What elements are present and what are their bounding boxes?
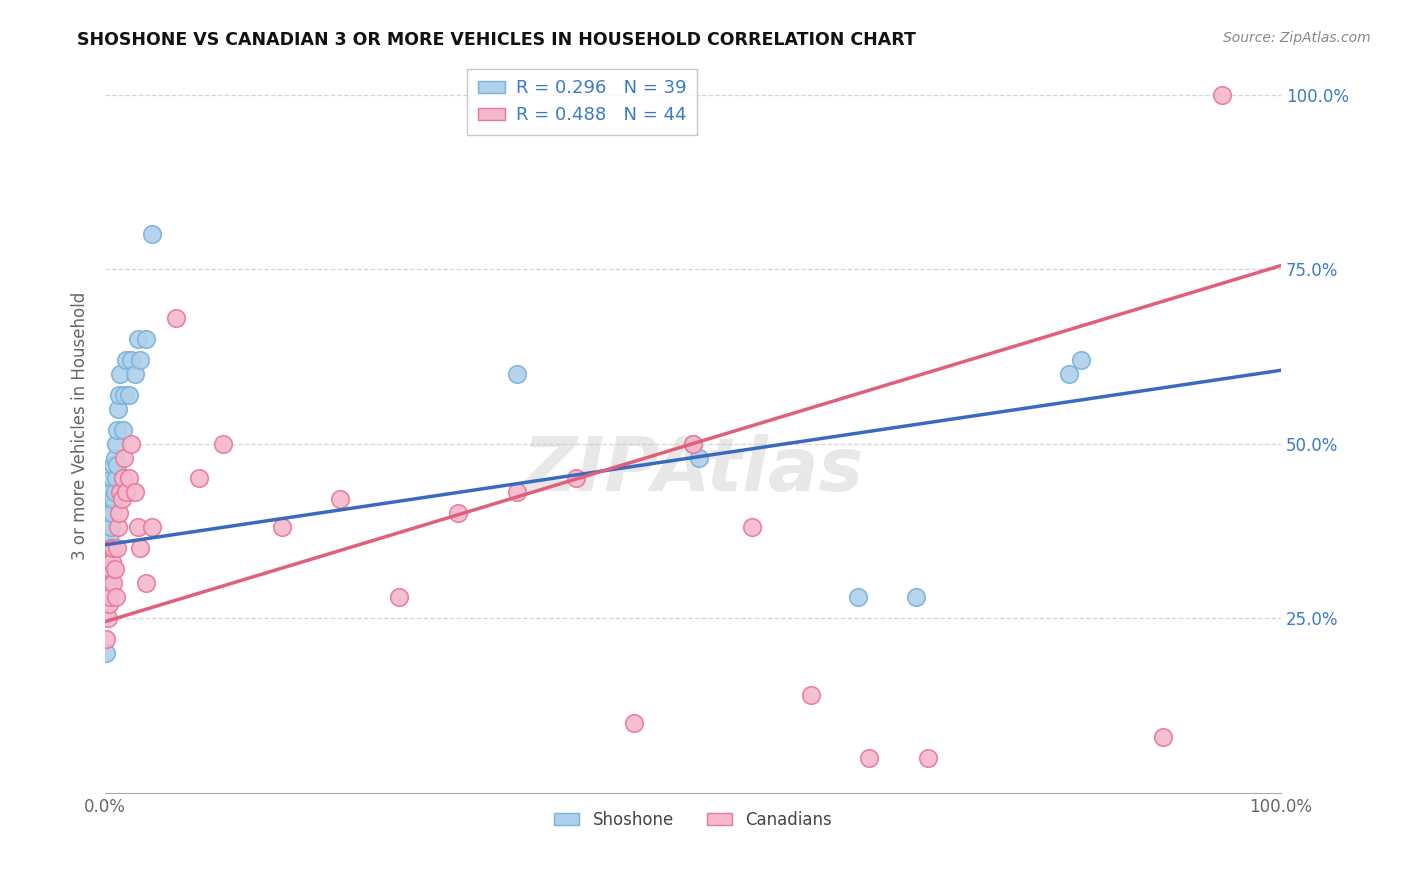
Point — [97, 576, 120, 591]
Point — [103, 576, 125, 591]
Point — [112, 450, 135, 465]
Point — [105, 541, 128, 556]
Point — [141, 520, 163, 534]
Point — [101, 471, 124, 485]
Point — [107, 520, 129, 534]
Point — [104, 590, 127, 604]
Point — [1211, 87, 1233, 102]
Point — [800, 688, 823, 702]
Point — [103, 458, 125, 472]
Point — [108, 388, 131, 402]
Point — [115, 485, 138, 500]
Point — [129, 541, 152, 556]
Point — [135, 576, 157, 591]
Point — [623, 715, 645, 730]
Point — [110, 485, 132, 500]
Text: Source: ZipAtlas.com: Source: ZipAtlas.com — [1223, 31, 1371, 45]
Point — [329, 492, 352, 507]
Point — [98, 492, 121, 507]
Point — [124, 367, 146, 381]
Point — [270, 520, 292, 534]
Point — [97, 597, 120, 611]
Point — [96, 632, 118, 646]
Point — [104, 450, 127, 465]
Point — [101, 507, 124, 521]
Point — [110, 367, 132, 381]
Point — [96, 646, 118, 660]
Point — [115, 352, 138, 367]
Point — [104, 471, 127, 485]
Point — [127, 332, 149, 346]
Point — [101, 555, 124, 569]
Point — [858, 750, 880, 764]
Point — [165, 310, 187, 325]
Point — [682, 436, 704, 450]
Point — [97, 520, 120, 534]
Point — [118, 388, 141, 402]
Point — [682, 436, 704, 450]
Point — [111, 492, 134, 507]
Point — [112, 388, 135, 402]
Point — [97, 562, 120, 576]
Point — [104, 436, 127, 450]
Point — [108, 507, 131, 521]
Point — [104, 562, 127, 576]
Point — [917, 750, 939, 764]
Point — [127, 520, 149, 534]
Point — [97, 507, 120, 521]
Point — [188, 471, 211, 485]
Point — [118, 471, 141, 485]
Point — [124, 485, 146, 500]
Point — [104, 485, 127, 500]
Point — [100, 520, 122, 534]
Point — [100, 485, 122, 500]
Point — [105, 423, 128, 437]
Point — [846, 590, 869, 604]
Point — [111, 471, 134, 485]
Point — [905, 590, 928, 604]
Point — [97, 611, 120, 625]
Point — [506, 367, 529, 381]
Point — [1070, 352, 1092, 367]
Point — [98, 590, 121, 604]
Point — [447, 507, 470, 521]
Y-axis label: 3 or more Vehicles in Household: 3 or more Vehicles in Household — [72, 292, 89, 560]
Point — [388, 590, 411, 604]
Text: SHOSHONE VS CANADIAN 3 OR MORE VEHICLES IN HOUSEHOLD CORRELATION CHART: SHOSHONE VS CANADIAN 3 OR MORE VEHICLES … — [77, 31, 917, 49]
Point — [688, 450, 710, 465]
Point — [120, 436, 142, 450]
Point — [1152, 730, 1174, 744]
Text: ZIPAtlas: ZIPAtlas — [523, 434, 863, 507]
Point — [103, 541, 125, 556]
Point — [120, 352, 142, 367]
Point — [564, 471, 586, 485]
Point — [105, 458, 128, 472]
Point — [1059, 367, 1081, 381]
Point — [100, 541, 122, 556]
Point — [107, 401, 129, 416]
Point — [98, 527, 121, 541]
Point — [103, 492, 125, 507]
Point — [97, 541, 120, 556]
Legend: Shoshone, Canadians: Shoshone, Canadians — [547, 805, 839, 836]
Point — [141, 227, 163, 241]
Point — [135, 332, 157, 346]
Point — [741, 520, 763, 534]
Point — [100, 562, 122, 576]
Point — [506, 485, 529, 500]
Point — [211, 436, 233, 450]
Point — [111, 423, 134, 437]
Point — [129, 352, 152, 367]
